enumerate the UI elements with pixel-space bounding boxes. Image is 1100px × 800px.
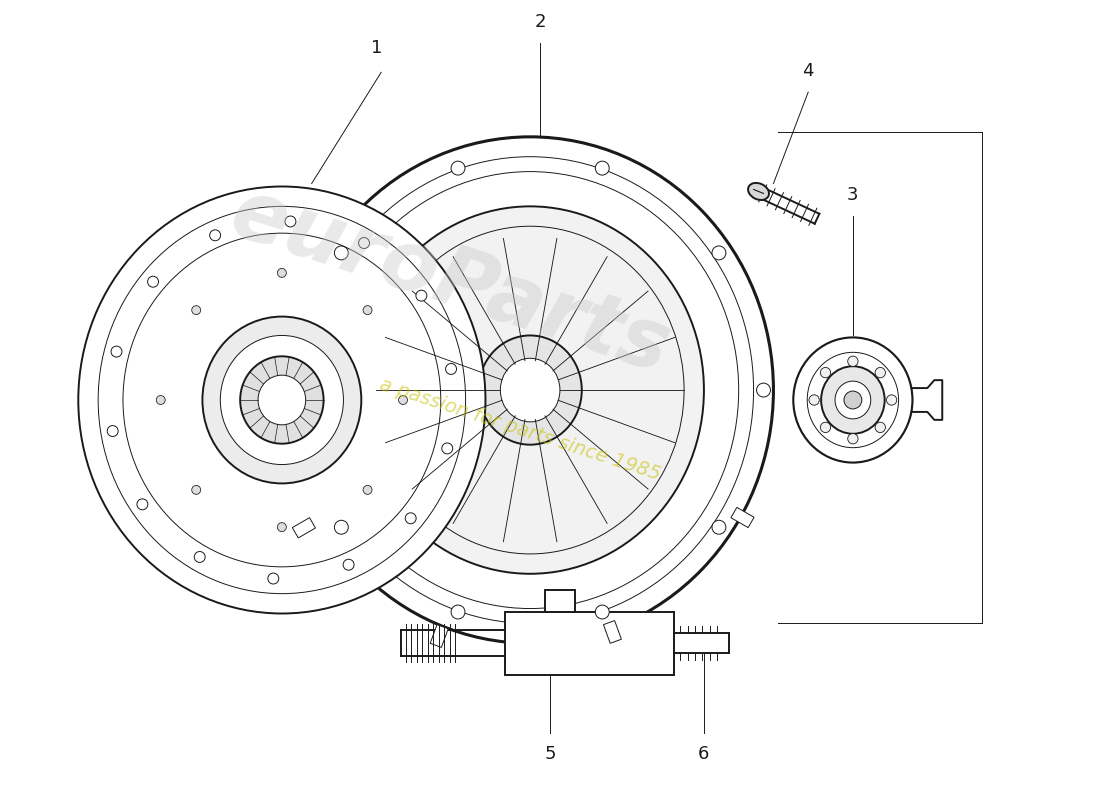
Ellipse shape: [712, 520, 726, 534]
Ellipse shape: [195, 551, 206, 562]
Ellipse shape: [442, 443, 453, 454]
Bar: [604, 621, 622, 643]
Text: 5: 5: [544, 745, 556, 762]
Ellipse shape: [478, 335, 582, 445]
Bar: [293, 518, 316, 538]
Bar: [730, 507, 755, 528]
Ellipse shape: [359, 238, 370, 249]
Ellipse shape: [821, 367, 830, 378]
Ellipse shape: [287, 137, 773, 643]
Ellipse shape: [876, 367, 886, 378]
Bar: [544, 590, 575, 611]
Ellipse shape: [277, 522, 286, 531]
Ellipse shape: [595, 161, 609, 175]
Ellipse shape: [821, 366, 884, 434]
Text: 6: 6: [698, 745, 710, 762]
Ellipse shape: [285, 216, 296, 227]
Text: euroParts: euroParts: [221, 172, 681, 390]
Ellipse shape: [202, 317, 361, 483]
Ellipse shape: [334, 520, 349, 534]
Text: 2: 2: [535, 13, 546, 30]
Ellipse shape: [210, 230, 221, 241]
Ellipse shape: [835, 381, 871, 419]
Ellipse shape: [446, 363, 456, 374]
Ellipse shape: [363, 306, 372, 314]
Ellipse shape: [321, 171, 739, 609]
Ellipse shape: [416, 290, 427, 301]
Ellipse shape: [156, 395, 165, 405]
Ellipse shape: [793, 338, 913, 462]
Ellipse shape: [451, 161, 465, 175]
Ellipse shape: [887, 395, 896, 405]
Ellipse shape: [191, 486, 200, 494]
Ellipse shape: [451, 605, 465, 619]
Ellipse shape: [363, 486, 372, 494]
Text: 4: 4: [802, 62, 814, 80]
Bar: [505, 611, 674, 675]
Ellipse shape: [748, 183, 769, 200]
Ellipse shape: [821, 422, 830, 433]
Ellipse shape: [289, 383, 304, 397]
Ellipse shape: [343, 559, 354, 570]
Ellipse shape: [712, 246, 726, 260]
Text: a passion for parts since 1985: a passion for parts since 1985: [377, 375, 663, 484]
Ellipse shape: [876, 422, 886, 433]
Ellipse shape: [107, 426, 118, 437]
Ellipse shape: [334, 246, 349, 260]
Ellipse shape: [848, 434, 858, 444]
Ellipse shape: [500, 358, 560, 422]
Ellipse shape: [356, 206, 704, 574]
Text: 3: 3: [847, 186, 859, 204]
Text: 1: 1: [371, 39, 382, 58]
Ellipse shape: [78, 186, 485, 614]
Bar: [270, 358, 287, 373]
Bar: [430, 625, 448, 647]
Ellipse shape: [147, 276, 158, 287]
Ellipse shape: [136, 499, 147, 510]
Ellipse shape: [267, 573, 278, 584]
Bar: [270, 407, 287, 423]
Ellipse shape: [844, 391, 861, 409]
Ellipse shape: [848, 356, 858, 366]
Ellipse shape: [595, 605, 609, 619]
Ellipse shape: [757, 383, 770, 397]
Ellipse shape: [240, 356, 323, 444]
Ellipse shape: [398, 395, 407, 405]
Ellipse shape: [191, 306, 200, 314]
Ellipse shape: [111, 346, 122, 357]
Ellipse shape: [258, 375, 306, 425]
Ellipse shape: [405, 513, 416, 524]
Ellipse shape: [808, 395, 820, 405]
Ellipse shape: [277, 269, 286, 278]
Ellipse shape: [220, 335, 343, 465]
